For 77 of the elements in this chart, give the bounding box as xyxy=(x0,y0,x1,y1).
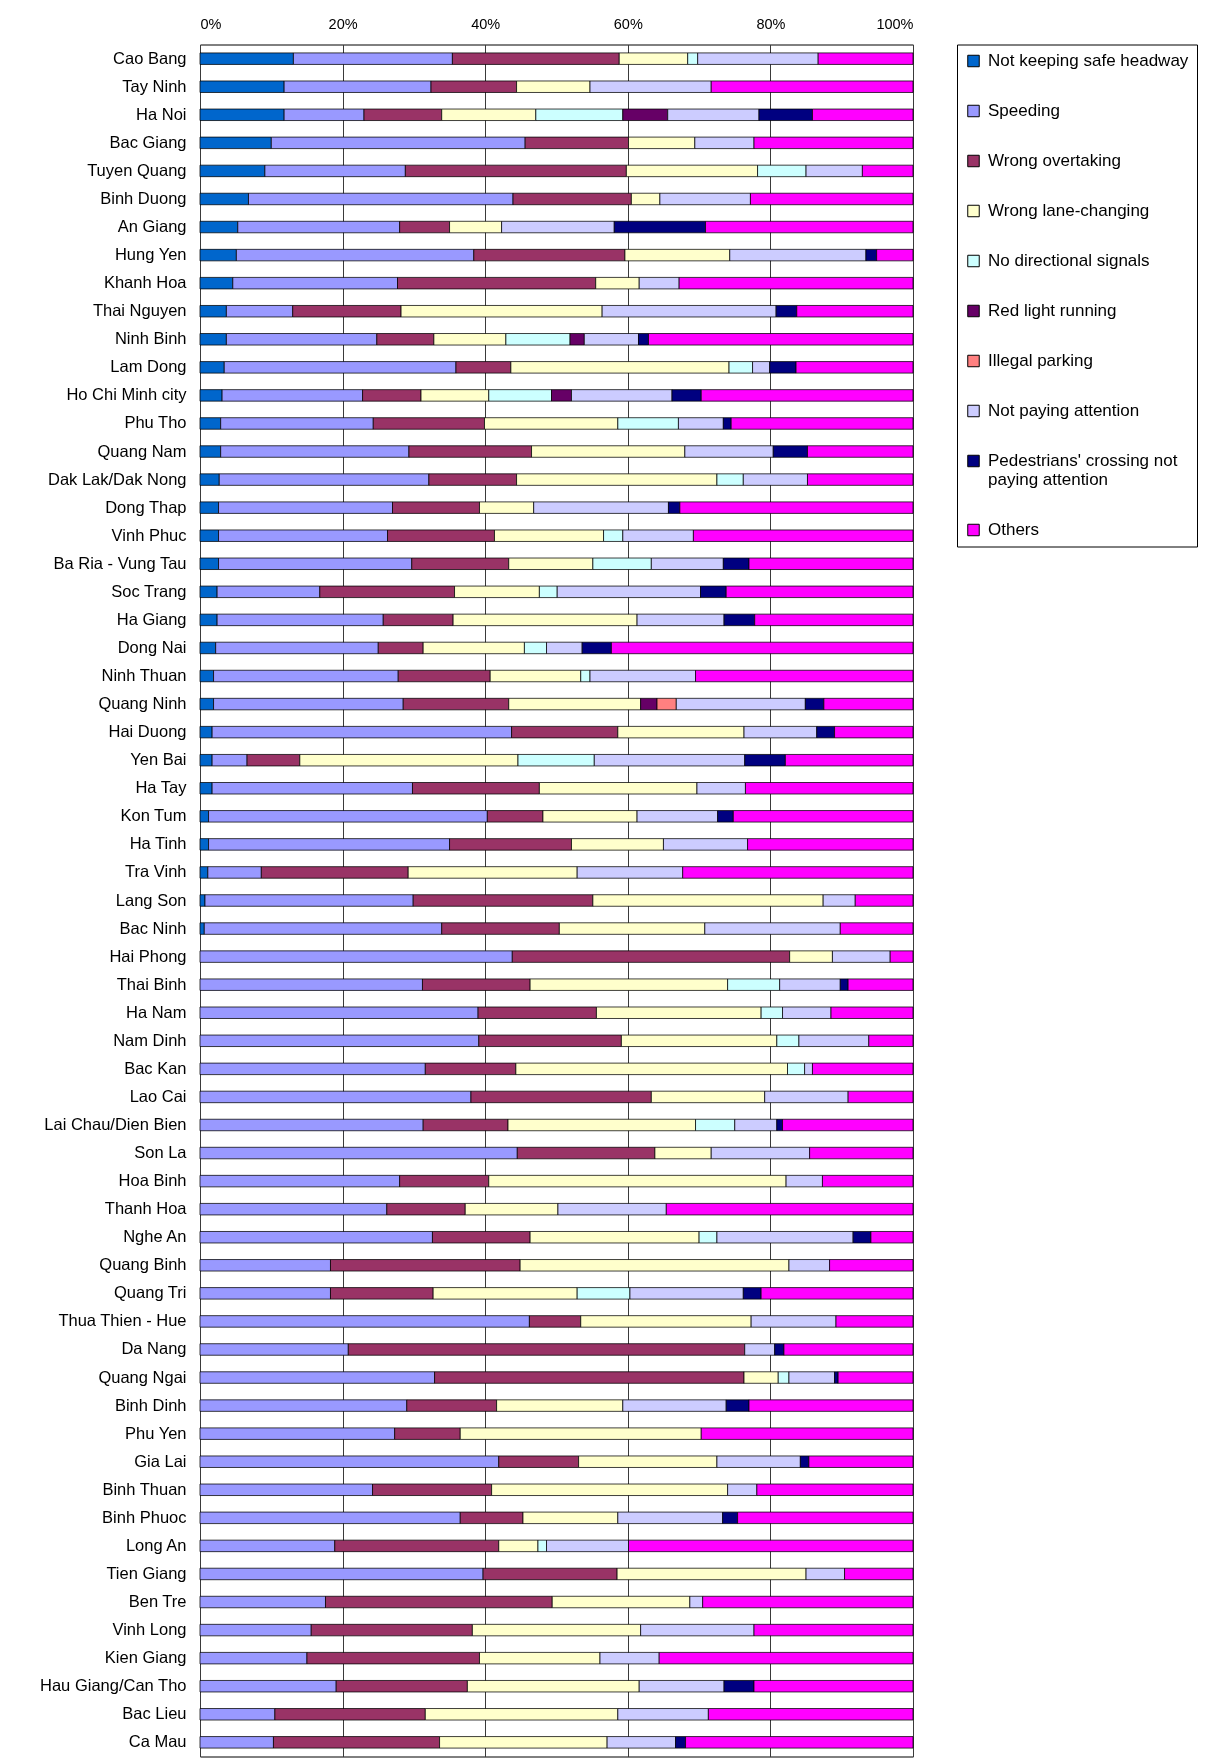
y-tick-label: Lao Cai xyxy=(129,1086,187,1105)
legend-label: Wrong overtaking xyxy=(988,151,1121,170)
legend-label: Wrong lane-changing xyxy=(988,201,1150,220)
y-tick-label: Khanh Hoa xyxy=(103,273,188,292)
y-tick-label: Yen Bai xyxy=(130,750,187,769)
y-tick-label: Thanh Hoa xyxy=(104,1199,188,1218)
y-tick-label: Thua Thien - Hue xyxy=(58,1311,187,1330)
legend-label: Speeding xyxy=(988,101,1060,120)
x-tick-label: 40% xyxy=(471,16,501,32)
y-tick-label: Ha Giang xyxy=(116,609,187,628)
y-tick-label: Ca Mau xyxy=(128,1732,187,1751)
y-tick-label: Lai Chau/Dien Bien xyxy=(44,1114,187,1133)
y-tick-label: Tuyen Quang xyxy=(87,160,187,179)
y-tick-label: Hung Yen xyxy=(114,245,187,264)
legend-label: No directional signals xyxy=(988,251,1150,270)
y-tick-label: Ha Tay xyxy=(135,778,188,797)
y-tick-label: Bac Lieu xyxy=(122,1704,187,1723)
y-tick-label: Ba Ria - Vung Tau xyxy=(53,553,187,572)
y-tick-label: Ho Chi Minh city xyxy=(66,385,188,404)
x-tick-label: 0% xyxy=(200,16,222,32)
y-tick-label: Kon Tum xyxy=(120,806,187,825)
y-tick-label: Ben Tre xyxy=(128,1592,187,1611)
y-tick-label: Soc Trang xyxy=(111,581,187,600)
legend-label: Red light running xyxy=(988,301,1117,320)
y-tick-label: Quang Nam xyxy=(97,441,187,460)
y-tick-label: Hau Giang/Can Tho xyxy=(40,1676,187,1695)
legend-label: Not keeping safe headway xyxy=(988,51,1189,70)
y-tick-label: Binh Dinh xyxy=(114,1395,187,1414)
y-tick-label: Kien Giang xyxy=(104,1648,187,1667)
y-tick-label: Hai Phong xyxy=(109,946,187,965)
y-tick-label: Vinh Phuc xyxy=(111,525,187,544)
y-tick-label: Thai Binh xyxy=(116,974,187,993)
y-tick-label: Tay Ninh xyxy=(122,76,187,95)
y-tick-label: Bac Ninh xyxy=(119,918,187,937)
x-tick-label: 20% xyxy=(328,16,358,32)
legend-label: Pedestrians' crossing not paying attention xyxy=(988,451,1178,489)
y-tick-label: Quang Ninh xyxy=(98,694,187,713)
y-tick-label: Tien Giang xyxy=(106,1563,187,1582)
y-tick-label: Vinh Long xyxy=(112,1620,187,1639)
y-tick-label: Binh Duong xyxy=(100,188,187,207)
y-tick-label: Quang Ngai xyxy=(98,1367,187,1386)
y-tick-label: Phu Tho xyxy=(124,413,187,432)
y-tick-label: Ninh Binh xyxy=(114,329,187,348)
legend-label: Others xyxy=(988,520,1040,539)
y-tick-label: Bac Giang xyxy=(109,132,187,151)
y-tick-label: Quang Binh xyxy=(99,1255,187,1274)
y-tick-label: Ninh Thuan xyxy=(101,666,187,685)
legend-label: Illegal parking xyxy=(988,351,1093,370)
y-tick-label: Dong Nai xyxy=(117,637,187,656)
y-tick-label: Thai Nguyen xyxy=(92,301,187,320)
y-tick-label: Cao Bang xyxy=(113,48,187,67)
x-tick-label: 100% xyxy=(876,16,914,32)
y-tick-label: Quang Tri xyxy=(114,1283,187,1302)
y-tick-label: Binh Thuan xyxy=(102,1479,187,1498)
y-tick-label: Bac Kan xyxy=(124,1058,187,1077)
y-tick-label: Hai Duong xyxy=(108,722,187,741)
y-tick-label: Binh Phuoc xyxy=(102,1507,187,1526)
y-tick-label: Son La xyxy=(134,1143,188,1162)
y-tick-label: Nam Dinh xyxy=(113,1030,187,1049)
y-tick-label: Nghe An xyxy=(123,1227,187,1246)
x-tick-label: 80% xyxy=(756,16,786,32)
y-tick-label: Lang Son xyxy=(115,890,187,909)
y-tick-label: Ha Tinh xyxy=(129,834,187,853)
y-tick-label: Dong Thap xyxy=(105,497,187,516)
x-tick-label: 60% xyxy=(613,16,643,32)
y-tick-label: Phu Yen xyxy=(125,1423,187,1442)
y-tick-label: An Giang xyxy=(117,217,187,236)
y-tick-label: Tra Vinh xyxy=(125,862,187,881)
y-tick-label: Da Nang xyxy=(121,1339,187,1358)
y-tick-label: Long An xyxy=(125,1535,187,1554)
y-tick-label: Hoa Binh xyxy=(118,1171,187,1190)
y-tick-label: Ha Nam xyxy=(125,1002,187,1021)
y-tick-label: Gia Lai xyxy=(134,1451,187,1470)
y-tick-label: Ha Noi xyxy=(136,104,187,123)
legend-label: Not paying attention xyxy=(988,401,1140,420)
y-tick-label: Lam Dong xyxy=(110,357,187,376)
y-tick-label: Dak Lak/Dak Nong xyxy=(48,469,187,488)
